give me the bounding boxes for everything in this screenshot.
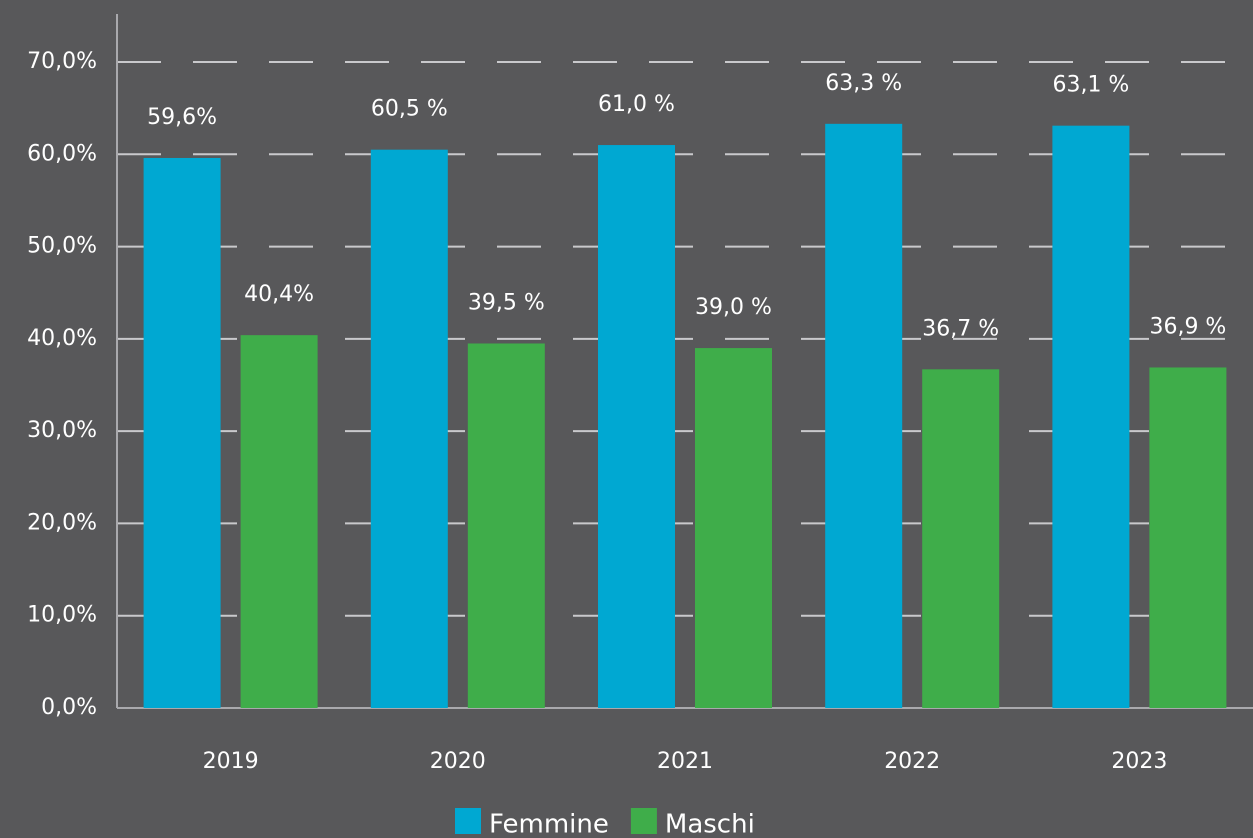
x-tick-label: 2019 — [203, 749, 259, 774]
y-tick-label: 40,0% — [27, 326, 97, 351]
y-tick-label: 10,0% — [27, 603, 97, 628]
x-tick-label: 2023 — [1111, 749, 1167, 774]
bar — [1052, 125, 1130, 709]
y-tick-label: 60,0% — [27, 141, 97, 166]
legend-label: Femmine — [489, 810, 609, 838]
bar — [467, 343, 545, 708]
bar — [825, 123, 903, 709]
y-tick-label: 50,0% — [27, 234, 97, 259]
value-label: 36,7 % — [922, 316, 999, 341]
legend-label: Maschi — [665, 810, 755, 838]
bar — [143, 157, 221, 708]
y-tick-label: 0,0% — [41, 695, 97, 720]
x-tick-label: 2022 — [884, 749, 940, 774]
bar — [240, 335, 318, 708]
value-label: 60,5 % — [371, 97, 448, 122]
bar — [695, 348, 772, 708]
value-label: 63,1 % — [1052, 73, 1129, 98]
y-tick-label: 70,0% — [27, 49, 97, 74]
bar — [922, 369, 1000, 708]
legend-swatch — [455, 808, 481, 834]
bar — [598, 145, 675, 709]
value-label: 59,6% — [147, 105, 217, 130]
value-label: 39,0 % — [695, 295, 772, 320]
value-label: 63,3 % — [825, 71, 902, 96]
x-tick-label: 2020 — [430, 749, 486, 774]
value-label: 36,9 % — [1149, 314, 1226, 339]
value-label: 40,4% — [244, 282, 314, 307]
y-tick-label: 20,0% — [27, 510, 97, 535]
value-label: 39,5 % — [468, 290, 545, 315]
bar — [370, 149, 448, 708]
y-tick-label: 30,0% — [27, 418, 97, 443]
x-tick-label: 2021 — [657, 749, 713, 774]
legend-swatch — [630, 808, 657, 834]
value-label: 61,0 % — [598, 92, 675, 117]
bar — [1149, 367, 1227, 708]
